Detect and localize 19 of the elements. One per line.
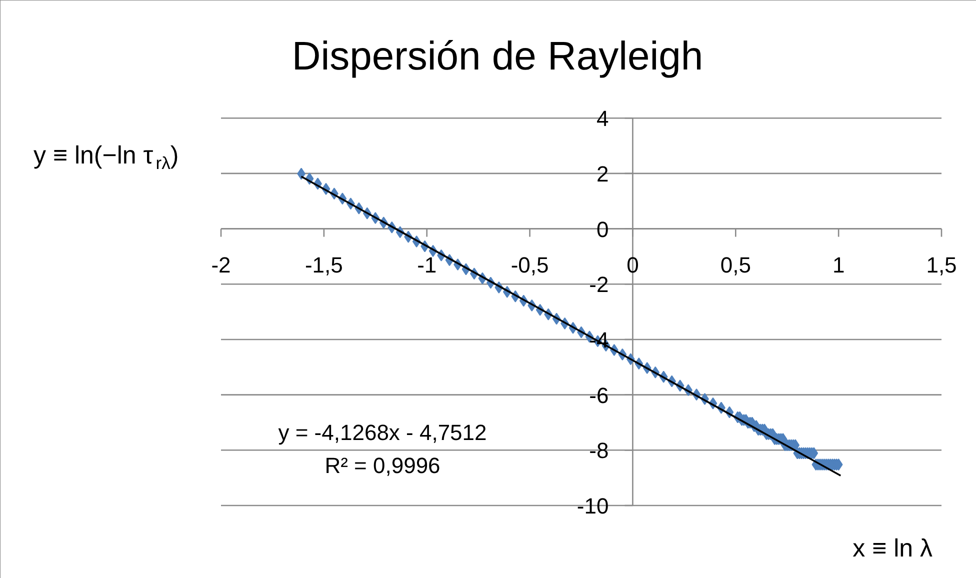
y-tick-label: -2 [589, 272, 609, 298]
x-tick-label: -1,5 [304, 252, 343, 278]
x-tick-label: 0,5 [720, 252, 751, 278]
annotation: R² = 0,9996 [324, 453, 440, 478]
x-tick-label: 1,5 [926, 252, 957, 278]
x-tick-label: 0 [626, 252, 639, 278]
annotation: y = -4,1268x - 4,7512 [278, 420, 487, 445]
y-tick-label: -8 [589, 438, 609, 464]
y-tick-label: 0 [596, 216, 609, 242]
y-tick-label: 4 [596, 106, 609, 132]
y-tick-label: -6 [589, 382, 609, 408]
y-tick-label: 2 [596, 161, 609, 186]
x-tick-label: -2 [211, 252, 231, 278]
x-axis-title: x ≡ ln λ [852, 534, 933, 562]
chart-title: Dispersión de Rayleigh [292, 34, 704, 78]
x-tick-label: 1 [832, 252, 845, 278]
x-tick-label: -1 [417, 252, 437, 278]
x-tick-label: -0,5 [510, 252, 549, 278]
y-tick-label: -10 [576, 494, 609, 518]
